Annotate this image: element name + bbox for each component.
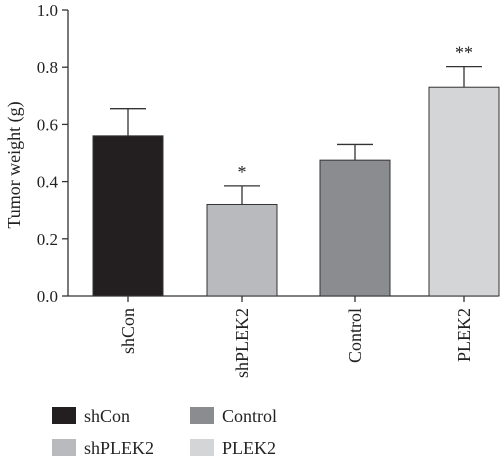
legend-label: shPLEK2 [84, 438, 154, 458]
x-tick-label: shCon [118, 308, 138, 354]
y-axis-title: Tumor weight (g) [4, 101, 25, 228]
x-tick-label: Control [345, 308, 365, 363]
bar-shplek2 [206, 203, 278, 297]
bars: shCon shPLEK2 * Control PLEK2 ** [92, 43, 500, 378]
legend: shCon Control shPLEK2 PLEK2 [52, 406, 277, 458]
x-tick-label: PLEK2 [454, 308, 474, 362]
legend-label: Control [222, 406, 277, 426]
bar-control [319, 159, 391, 297]
legend-swatch [190, 439, 214, 456]
y-tick-label: 1.0 [37, 1, 58, 20]
bar-plek2 [428, 86, 500, 297]
y-tick-label: 0.0 [37, 287, 58, 306]
legend-label: shCon [84, 406, 130, 426]
significance-label: * [238, 162, 247, 182]
y-tick-label: 0.8 [37, 58, 58, 77]
legend-swatch [52, 407, 76, 424]
x-tick-label: shPLEK2 [232, 308, 252, 378]
y-tick-label: 0.4 [37, 173, 59, 192]
y-tick-label: 0.6 [37, 115, 58, 134]
bar-shcon [92, 135, 164, 297]
legend-swatch [52, 439, 76, 456]
legend-swatch [190, 407, 214, 424]
significance-label: ** [455, 43, 473, 63]
y-tick-label: 0.2 [37, 230, 58, 249]
legend-label: PLEK2 [222, 438, 276, 458]
